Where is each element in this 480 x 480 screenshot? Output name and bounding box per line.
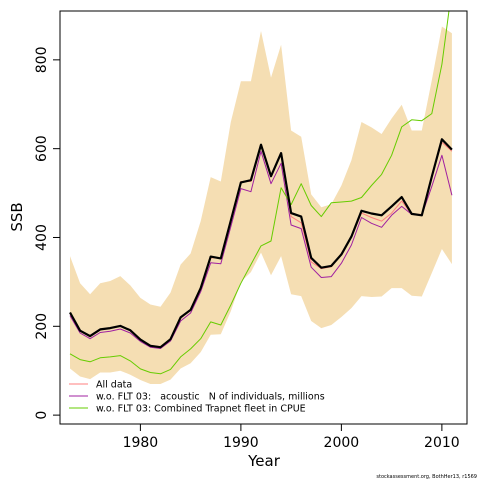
source-note: stockassessment.org, BothHer13, r1569 [376, 474, 477, 480]
y-tick-label: 400 [34, 224, 50, 251]
x-tick-label: 1990 [223, 435, 259, 451]
x-axis: 1980 1990 2000 2010 [123, 424, 460, 451]
x-tick-label: 2000 [324, 435, 360, 451]
x-tick-label: 1980 [123, 435, 159, 451]
y-tick-label: 0 [34, 411, 50, 420]
legend-label: All data [96, 380, 132, 391]
plot-frame [59, 10, 468, 425]
y-tick-label: 600 [34, 135, 50, 162]
y-tick-label: 200 [34, 313, 50, 340]
y-axis: 0 200 400 600 800 [34, 46, 60, 420]
x-axis-title: Year [247, 452, 281, 470]
confidence-band [70, 26, 452, 384]
x-tick-label: 2010 [424, 435, 460, 451]
legend-label: w.o. FLT 03: Combined Trapnet fleet in C… [96, 404, 306, 415]
legend-label: w.o. FLT 03: acoustic N of individuals, … [96, 392, 325, 403]
y-tick-label: 800 [34, 46, 50, 73]
y-axis-title: SSB [8, 202, 26, 231]
series-layer [69, 11, 453, 375]
series-line-4 [69, 138, 453, 349]
confidence-band-layer [70, 26, 452, 384]
series-line-2 [69, 150, 453, 349]
series-line-3 [69, 11, 450, 375]
